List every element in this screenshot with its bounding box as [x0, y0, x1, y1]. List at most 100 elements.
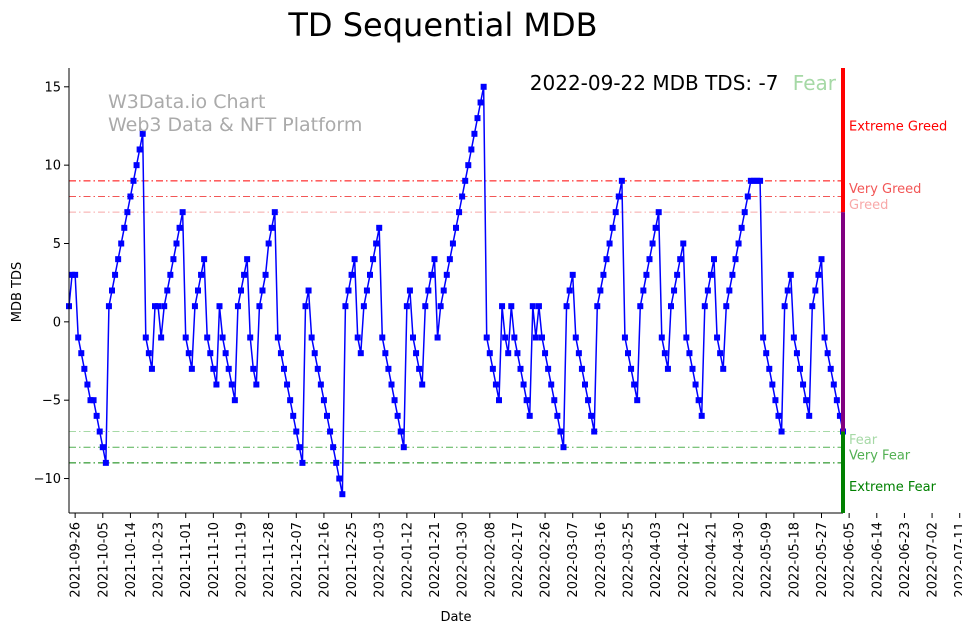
data-point: [345, 287, 352, 294]
data-point: [96, 428, 103, 435]
data-point: [367, 271, 373, 278]
data-point: [201, 256, 208, 263]
threshold-label: Extreme Fear: [849, 480, 937, 495]
data-point: [652, 224, 659, 231]
data-point: [606, 240, 613, 247]
data-point: [453, 224, 459, 231]
data-point: [760, 334, 767, 341]
data-point: [142, 334, 149, 341]
axes: −10 −5 0 5 10 15 2021-09-26 2021-10-05 2021-10-1…: [34, 68, 962, 598]
status-bar-segment: [841, 212, 845, 432]
x-tick-label: 2021-10-23: [152, 522, 167, 598]
x-tick-label: 2021-11-01: [179, 522, 194, 598]
x-tick-label: 2021-11-28: [262, 522, 277, 598]
data-point: [649, 240, 656, 247]
annotation-text: 2022-09-22 MDB TDS: -7: [530, 71, 779, 95]
data-point: [812, 287, 819, 294]
data-point: [729, 271, 736, 278]
data-point: [809, 303, 816, 310]
data-point: [112, 271, 119, 278]
data-point: [413, 350, 420, 357]
data-point: [213, 381, 220, 388]
data-point: [284, 381, 291, 388]
data-point: [109, 287, 115, 294]
threshold-label: Very Fear: [849, 449, 911, 464]
data-point: [683, 334, 690, 341]
watermark: W3Data.io Chart Web3 Data & NFT Platform: [108, 91, 362, 136]
data-point: [293, 428, 300, 435]
data-point: [357, 350, 364, 357]
data-point: [195, 287, 201, 294]
watermark-line-1: W3Data.io Chart: [108, 91, 265, 113]
data-point: [354, 334, 361, 341]
x-tick-label: 2022-02-26: [539, 522, 554, 598]
data-point: [631, 381, 638, 388]
data-point: [542, 350, 549, 357]
data-point: [139, 130, 146, 137]
data-point: [557, 428, 564, 435]
x-tick-label: 2022-01-12: [400, 522, 415, 598]
data-point: [499, 303, 506, 310]
data-point: [483, 334, 490, 341]
data-point: [532, 334, 539, 341]
data-point: [271, 209, 278, 216]
data-point: [247, 334, 254, 341]
data-point: [265, 240, 272, 247]
data-point: [523, 397, 530, 404]
data-point: [486, 350, 493, 357]
data-point: [456, 209, 463, 216]
data-point: [775, 412, 782, 419]
data-point: [474, 115, 481, 122]
data-point: [204, 334, 211, 341]
x-tick-label: 2022-05-27: [815, 522, 830, 598]
data-point: [588, 412, 595, 419]
watermark-line-2: Web3 Data & NFT Platform: [108, 114, 362, 136]
x-tick-label: 2022-06-23: [898, 522, 913, 598]
data-point: [747, 177, 754, 184]
data-point: [668, 303, 674, 310]
x-tick-label: 2021-12-25: [345, 522, 360, 598]
data-point: [661, 350, 668, 357]
data-point: [714, 334, 721, 341]
data-point: [105, 303, 112, 310]
x-tick-label: 2021-10-14: [124, 522, 139, 598]
data-point: [818, 256, 825, 263]
data-point: [628, 365, 635, 372]
x-tick-label: 2022-01-21: [428, 522, 443, 598]
data-point: [680, 240, 687, 247]
data-point: [505, 350, 512, 357]
data-point: [327, 428, 334, 435]
data-point: [797, 365, 803, 372]
data-point: [511, 334, 518, 341]
data-point: [87, 397, 94, 404]
data-point: [741, 209, 748, 216]
data-point: [674, 271, 681, 278]
data-point: [836, 412, 843, 419]
x-tick-label: 2022-05-18: [787, 522, 802, 598]
data-point: [655, 209, 662, 216]
y-tick-label: 15: [44, 80, 61, 95]
data-point: [449, 240, 456, 247]
data-point: [517, 365, 524, 372]
data-point: [330, 444, 337, 451]
data-point: [707, 271, 714, 278]
x-tick-label: 2022-06-05: [843, 522, 858, 598]
data-point: [256, 303, 263, 310]
data-point: [815, 271, 822, 278]
data-point: [468, 146, 475, 153]
data-point: [382, 350, 389, 357]
data-point: [231, 397, 238, 404]
data-point: [84, 381, 91, 388]
data-point: [462, 177, 469, 184]
data-point: [222, 350, 229, 357]
data-point: [185, 350, 192, 357]
data-point: [182, 334, 189, 341]
x-tick-label: 2022-04-12: [677, 522, 692, 598]
data-point: [778, 428, 785, 435]
x-tick-label: 2022-04-30: [732, 522, 747, 598]
data-point: [397, 428, 404, 435]
data-point: [170, 256, 177, 263]
x-tick-label: 2022-06-14: [870, 522, 885, 598]
y-tick-label: 0: [53, 315, 61, 330]
